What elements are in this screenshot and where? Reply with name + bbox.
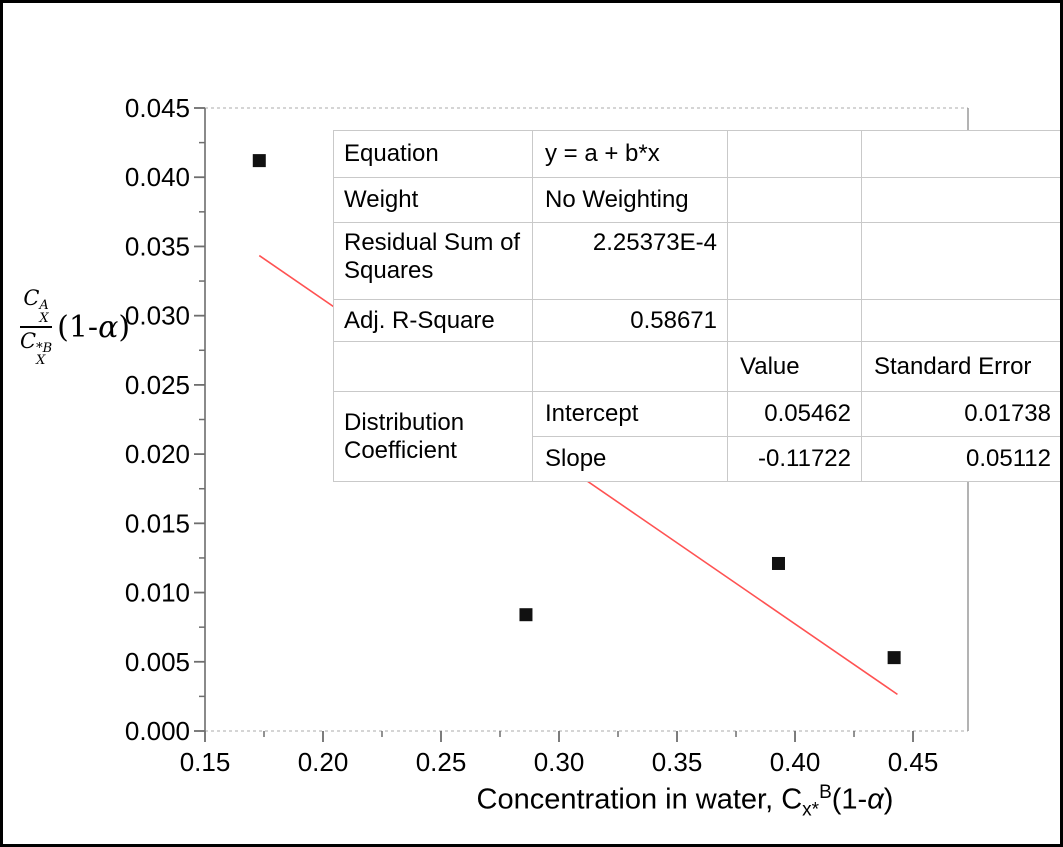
y-tick-label: 0.025 [125,370,190,400]
param-value: -0.11722 [727,436,862,482]
param-std-error: 0.05112 [861,436,1060,482]
y-tick-label: 0.040 [125,162,190,192]
empty-cell [532,341,728,392]
table-row: Weight No Weighting [333,177,1060,223]
data-point-marker [519,608,533,622]
empty-cell [727,130,862,178]
fit-statistics-table: Equation y = a + b*x Weight No Weighting… [333,130,1060,482]
stat-label: Weight [333,177,533,223]
empty-cell [727,222,862,300]
stat-label: Residual Sum of Squares [333,222,533,300]
group-label: Distribution Coefficient [333,391,533,482]
empty-cell [861,222,1060,300]
empty-cell [861,130,1060,178]
y-tick-label: 0.015 [125,508,190,538]
empty-cell [333,341,533,392]
y-tick-label: 0.000 [125,716,190,746]
y-tick-label: 0.045 [125,93,190,123]
data-point-marker [252,154,266,168]
empty-cell [727,299,862,342]
x-tick-label: 0.45 [888,747,939,777]
stat-value: 0.58671 [532,299,728,342]
empty-cell [861,299,1060,342]
stat-value: 2.25373E-4 [532,222,728,300]
x-tick-label: 0.30 [534,747,585,777]
data-point-marker [887,651,901,665]
x-tick-label: 0.20 [298,747,349,777]
empty-cell [861,177,1060,223]
table-row: Distribution Coefficient Intercept 0.054… [333,391,1060,482]
table-row: Slope -0.11722 0.05112 [334,436,1060,482]
x-tick-label: 0.40 [770,747,821,777]
param-std-error: 0.01738 [861,391,1060,437]
table-row: Adj. R-Square 0.58671 [333,299,1060,342]
stat-label: Equation [333,130,533,178]
y-tick-label: 0.035 [125,231,190,261]
param-name: Slope [532,436,728,482]
param-value: 0.05462 [727,391,862,437]
x-tick-label: 0.25 [416,747,467,777]
x-tick-label: 0.35 [652,747,703,777]
y-tick-label: 0.020 [125,439,190,469]
table-row: Residual Sum of Squares 2.25373E-4 [333,222,1060,300]
table-header-row: Value Standard Error [333,341,1060,392]
scatter-plot-canvas: 0.15 0.20 0.25 0.30 0.35 0.40 0.45 0.000 0.005 0.… [125,93,969,777]
y-axis-label-suffix: (1-α) [57,309,131,345]
y-tick-label: 0.010 [125,578,190,608]
y-tick-label: 0.030 [125,301,190,331]
x-tick-label: 0.15 [180,747,231,777]
empty-cell [727,177,862,223]
column-header-standard-error: Standard Error [861,341,1060,392]
stat-value: No Weighting [532,177,728,223]
table-row: Equation y = a + b*x [333,130,1060,178]
data-point-marker [771,556,785,570]
x-axis-label: Concentration in water, Cx*B(1-α) [476,782,894,821]
stat-value: y = a + b*x [532,130,728,178]
y-tick-label: 0.005 [125,647,190,677]
stat-label: Adj. R-Square [333,299,533,342]
param-name: Intercept [532,391,728,437]
column-header-value: Value [727,341,862,392]
